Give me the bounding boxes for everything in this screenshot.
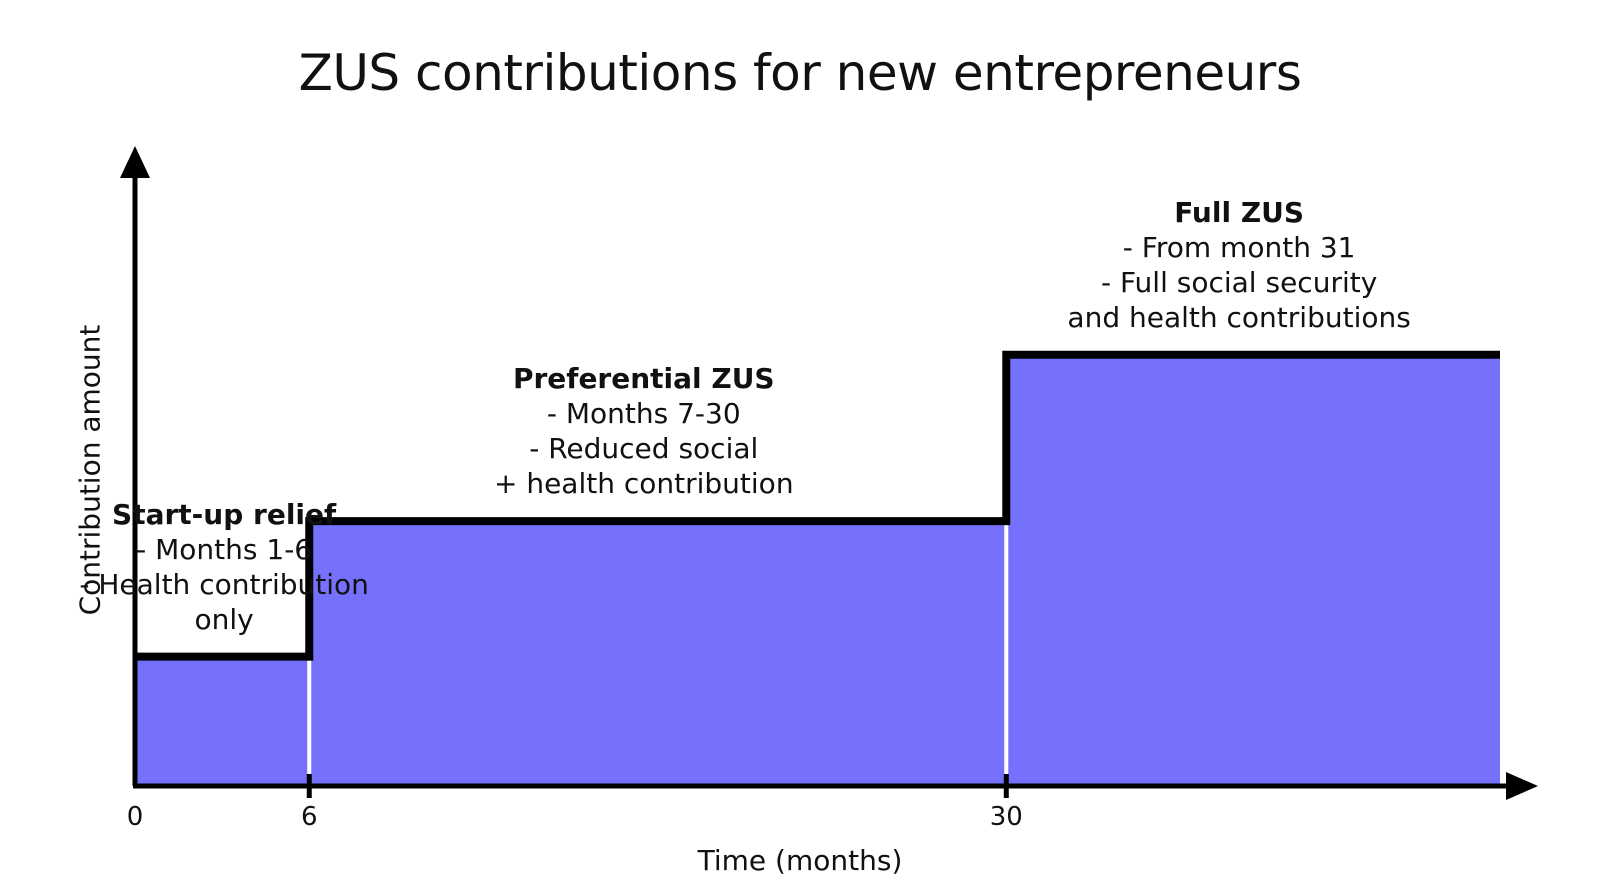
step-annotation-2: Preferential ZUS - Months 7-30- Reduced s… xyxy=(494,361,794,501)
step-line xyxy=(135,350,1500,661)
step-annotation-line: + health contribution xyxy=(493,467,794,501)
step-annotation-1: Start-up relief - Months 1-6- Health cont… xyxy=(79,497,369,637)
step-annotation-title: Start-up relief xyxy=(112,497,337,531)
step-annotation-title: Preferential ZUS xyxy=(512,362,775,396)
step-annotation-line: only xyxy=(194,602,254,636)
step-annotation-line: - Months 7-30 xyxy=(546,397,741,431)
step-annotation-line: - From month 31 xyxy=(1122,230,1356,264)
step-annotation-line: - Health contribution xyxy=(79,567,369,601)
x-axis-arrow xyxy=(1506,772,1538,800)
y-axis-label: Contribution amount xyxy=(73,324,107,616)
step-annotation-3: Full ZUS - From month 31- Full social sec… xyxy=(1067,195,1410,335)
step-annotation-line: - Months 1-6 xyxy=(136,532,313,566)
step-annotation-line: and health contributions xyxy=(1067,300,1411,334)
x-tick-label: 0 xyxy=(126,802,144,832)
step-annotation-line: - Reduced social xyxy=(529,432,759,466)
x-tick-label: 6 xyxy=(300,802,318,832)
y-axis-arrow xyxy=(120,146,150,178)
step-annotation-title: Full ZUS xyxy=(1174,195,1305,229)
step-area-3 xyxy=(1006,354,1500,786)
step-area-1 xyxy=(135,656,310,786)
step-annotation-line: - Full social security xyxy=(1100,265,1378,299)
x-tick-label: 30 xyxy=(989,802,1023,832)
step-area-2 xyxy=(309,521,1007,786)
chart-title: ZUS contributions for new entrepreneurs xyxy=(298,44,1302,102)
x-axis-label: Time (months) xyxy=(697,844,903,877)
